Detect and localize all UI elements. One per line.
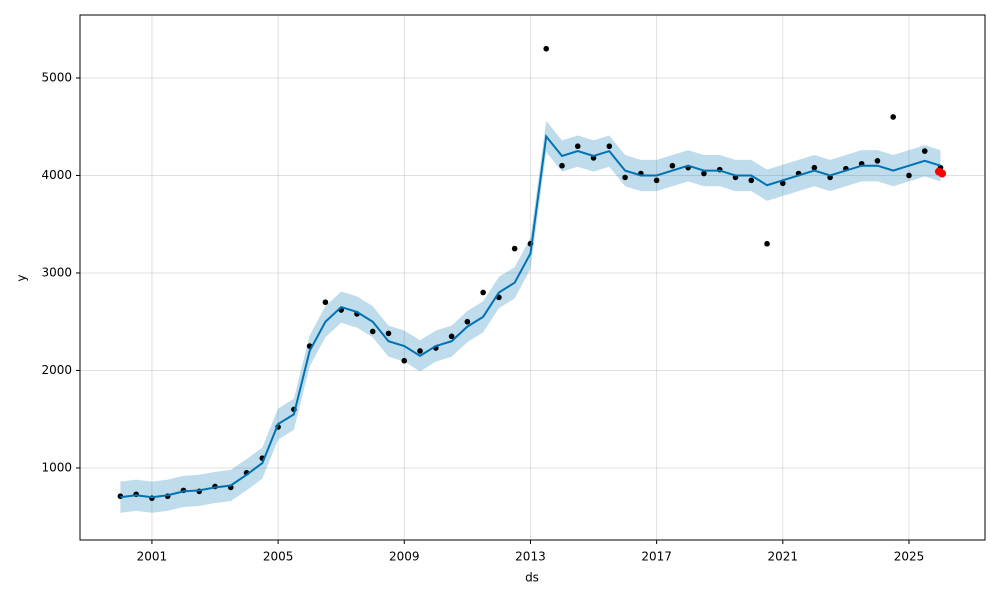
data-point — [464, 318, 471, 325]
x-tick-label: 2025 — [894, 550, 925, 564]
y-tick-label: 5000 — [41, 70, 72, 84]
data-point — [653, 177, 660, 184]
data-point — [921, 148, 928, 154]
y-axis-label: y — [15, 274, 29, 281]
data-point — [669, 162, 676, 169]
data-point — [906, 172, 912, 179]
data-point — [543, 45, 550, 52]
data-point — [511, 245, 518, 252]
data-point — [559, 162, 565, 169]
y-tick-label: 1000 — [41, 460, 72, 474]
data-point — [401, 357, 408, 364]
data-point — [780, 180, 786, 187]
data-point — [764, 240, 770, 247]
data-point — [874, 158, 881, 164]
data-point — [385, 330, 392, 337]
x-tick-label: 2001 — [137, 550, 168, 564]
x-tick-label: 2013 — [515, 550, 546, 564]
data-point — [938, 169, 947, 178]
data-point — [574, 143, 581, 150]
x-tick-label: 2021 — [768, 550, 799, 564]
data-point — [701, 170, 707, 177]
x-axis-label: ds — [525, 571, 539, 585]
data-point — [890, 114, 897, 120]
data-point — [322, 299, 329, 306]
plot-frame — [79, 14, 986, 541]
data-point — [811, 164, 818, 171]
data-point — [417, 348, 423, 354]
x-tick-label: 2005 — [263, 550, 294, 564]
data-point — [606, 143, 613, 150]
uncertainty-band — [120, 120, 941, 513]
x-tick-label: 2017 — [641, 550, 672, 564]
data-point — [480, 289, 486, 296]
forecast-line — [120, 134, 941, 499]
x-tick-label: 2009 — [389, 550, 420, 564]
y-tick-label: 2000 — [41, 363, 72, 377]
data-point — [369, 328, 376, 335]
data-point — [748, 177, 755, 184]
data-point — [448, 333, 455, 340]
y-tick-label: 4000 — [41, 168, 72, 182]
data-point — [622, 174, 628, 181]
y-tick-label: 3000 — [41, 265, 72, 279]
